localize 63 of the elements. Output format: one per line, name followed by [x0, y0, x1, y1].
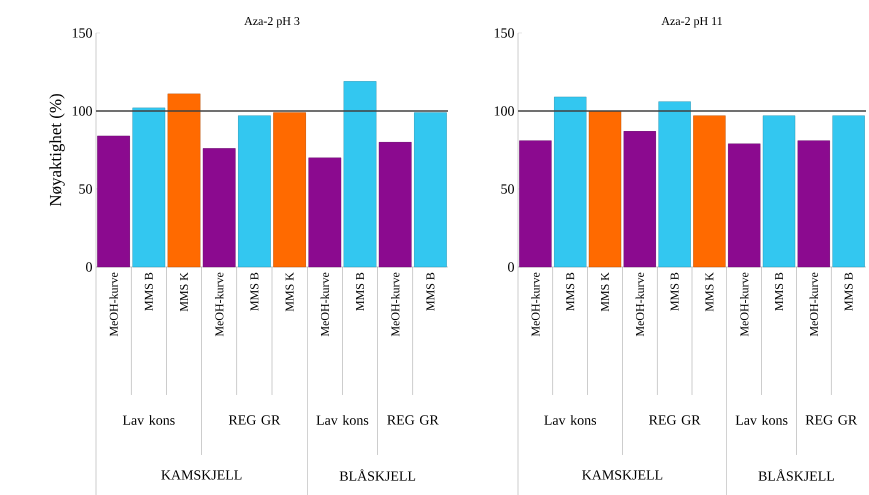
x-tick-label: MMS B	[774, 272, 784, 311]
chart-title: Aza-2 pH 3	[244, 16, 300, 28]
x-tick-label: MMS B	[844, 272, 853, 311]
y-tick-label: 150	[72, 28, 92, 38]
bar	[273, 112, 306, 268]
text: KAMSKJELL	[161, 470, 242, 480]
x-tick-label: MMS B	[566, 272, 574, 311]
x-tick-label: MMS K	[600, 272, 610, 312]
y-tick-label: 100	[72, 106, 92, 116]
x-tick-label: MeOH-kurve	[810, 272, 818, 336]
bar	[519, 140, 552, 268]
bar	[132, 108, 166, 268]
y-tick-label: 150	[494, 28, 514, 38]
bar	[762, 115, 796, 268]
bar	[168, 94, 200, 268]
bar	[97, 136, 130, 268]
bar	[378, 142, 412, 268]
x-tick-label: MMS B	[250, 272, 258, 311]
x-tick-label: MeOH-kurve	[215, 272, 224, 336]
bar	[798, 140, 830, 268]
text: Lav kons	[736, 414, 788, 425]
x-tick-label: MMS K	[180, 272, 188, 312]
chart-title: Aza-2 pH 11	[661, 16, 722, 28]
x-tick-label: MeOH-kurve	[531, 272, 540, 336]
bar	[344, 81, 376, 268]
text: Lav kons	[544, 414, 596, 425]
bar	[238, 115, 271, 268]
x-tick-label: MMS B	[426, 272, 434, 311]
text: REG GR	[806, 415, 858, 425]
bar	[658, 101, 691, 268]
x-tick-label: MMS B	[670, 272, 679, 311]
text: REG GR	[387, 415, 439, 425]
bar	[202, 148, 236, 268]
bar	[693, 115, 726, 268]
bar	[414, 112, 447, 268]
x-tick-label: MMS K	[705, 272, 714, 312]
x-tick-label: MMS B	[356, 272, 364, 311]
x-tick-label: MeOH-kurve	[109, 272, 118, 336]
x-tick-label: MeOH-kurve	[320, 272, 330, 336]
text: KAMSKJELL	[582, 470, 662, 480]
y-tick-label: 0	[86, 262, 92, 272]
bar	[588, 110, 622, 268]
y-tick-label: 50	[79, 184, 92, 194]
text: REG GR	[228, 415, 280, 425]
y-axis-title: Nøyaktighet (%)	[49, 94, 65, 206]
x-tick-label: MeOH-kurve	[636, 272, 644, 336]
text: BLÅSKJELL	[758, 469, 834, 481]
y-tick-label: 0	[508, 262, 514, 272]
x-tick-label: MeOH-kurve	[391, 272, 400, 336]
bar	[554, 96, 586, 268]
bar	[308, 157, 342, 268]
text: Lav kons	[316, 414, 368, 425]
y-tick-label: 100	[494, 106, 514, 116]
x-tick-label: MMS B	[144, 272, 153, 311]
text: Lav kons	[122, 414, 175, 425]
x-tick-label: MeOH-kurve	[740, 272, 748, 336]
x-tick-label: MMS K	[286, 272, 294, 312]
text: BLÅSKJELL	[340, 469, 416, 481]
bar	[728, 143, 760, 268]
bar	[624, 130, 656, 268]
text: REG GR	[649, 415, 701, 425]
y-tick-label: 50	[501, 184, 514, 194]
bar	[832, 115, 865, 268]
